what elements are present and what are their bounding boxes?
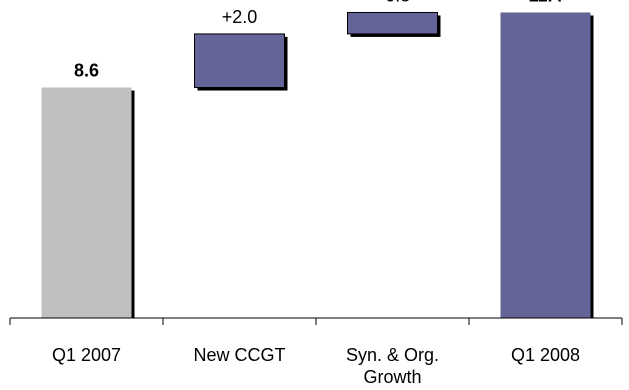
bar-value-label: +0.8 <box>375 0 411 5</box>
bar-value-label: 8.6 <box>74 61 99 81</box>
bar-value-label: +2.0 <box>222 7 258 27</box>
category-tick-label: Q1 2007 <box>52 345 121 365</box>
bar-total <box>41 87 132 319</box>
bars-group <box>41 11 594 319</box>
category-tick-label: Growth <box>363 367 421 387</box>
bar-value-label: 11.4 <box>528 0 562 5</box>
bar-total <box>500 12 591 318</box>
category-tick-label: Syn. & Org. <box>346 345 439 365</box>
bar-increase <box>194 33 285 89</box>
labels-group: 8.6 Q1 2007 +2.0 New CCGT +0.8 Syn. & Org.Gro… <box>52 0 580 387</box>
category-tick-label: Q1 2008 <box>511 345 580 365</box>
category-tick-label: New CCGT <box>193 345 285 365</box>
x-axis <box>9 317 623 325</box>
bar-increase <box>347 11 438 35</box>
